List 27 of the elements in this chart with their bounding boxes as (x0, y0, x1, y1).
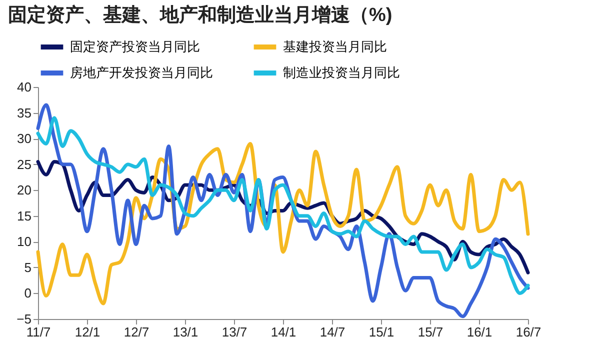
y-tick-label: 20 (17, 182, 32, 198)
legend-label: 基建投资当月同比 (283, 39, 387, 54)
x-tick-label: 12/1 (74, 324, 100, 340)
x-tick-label: 16/1 (466, 324, 492, 340)
y-tick-label: 10 (17, 234, 32, 250)
x-tick-label: 11/7 (26, 324, 51, 340)
x-tick-label: 16/7 (516, 324, 542, 340)
x-tick-label: 14/1 (270, 324, 296, 340)
y-tick-label: 35 (17, 105, 32, 120)
x-tick-label: 14/7 (320, 324, 346, 340)
legend-label: 制造业投资当月同比 (283, 65, 400, 80)
legend-label: 房地产开发投资当月同比 (70, 65, 213, 80)
y-tick-label: 25 (17, 156, 32, 172)
chart-title: 固定资产、基建、地产和制造业当月增速（%) (8, 4, 392, 26)
x-tick-label: 13/1 (172, 324, 198, 340)
x-tick-label: 15/7 (418, 324, 444, 340)
y-tick-label: 30 (17, 131, 32, 146)
y-tick-label: 40 (17, 80, 32, 94)
legend-label: 固定资产投资当月同比 (70, 39, 200, 54)
x-tick-label: 12/7 (124, 324, 150, 340)
x-tick-label: 13/7 (222, 324, 248, 340)
y-tick-label: 15 (17, 208, 32, 224)
line-series (36, 116, 530, 295)
y-tick-label: 0 (24, 286, 32, 301)
x-tick-label: 15/1 (368, 324, 394, 340)
y-tick-label: 5 (24, 260, 32, 275)
y-tick-label: −5 (16, 312, 32, 326)
